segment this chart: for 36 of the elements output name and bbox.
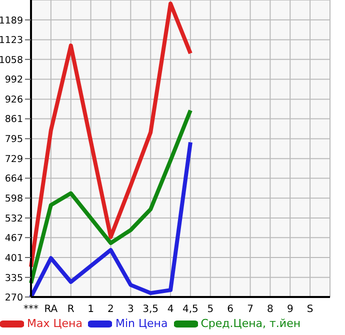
legend-label: Max Цена [26, 317, 82, 330]
x-tick-label: 4,5 [182, 304, 198, 316]
x-tick-label: 8 [267, 304, 274, 316]
y-tick-label: 729 [4, 154, 23, 165]
y-tick-label: 467 [4, 232, 23, 244]
x-tick-label: 9 [286, 304, 294, 316]
y-tick-label: 992 [4, 74, 23, 86]
x-tick-label: RA [44, 304, 58, 316]
legend-label: Min Цена [114, 317, 168, 330]
y-tick-label: 861 [4, 114, 23, 126]
y-tick-label: 270 [4, 292, 23, 304]
line-series [29, 2, 192, 269]
y-tick-label: 664 [4, 174, 23, 185]
legend-label: Сред.Цена, т.йен [200, 317, 301, 330]
y-tick-label: 598 [4, 193, 23, 204]
x-tick-label: 3 [127, 304, 134, 316]
y-tick-label: 795 [4, 134, 23, 146]
y-tick-label: 1123 [0, 35, 23, 46]
y-tick-label: 926 [4, 94, 23, 106]
x-tick-label: 7 [247, 304, 254, 316]
line-series [29, 108, 192, 286]
x-tick-label: R [67, 304, 74, 316]
x-tick-label: 6 [227, 304, 234, 316]
y-tick-label: 335 [4, 272, 23, 284]
x-tick-label: 3,5 [142, 304, 159, 316]
x-tick-label: 1 [88, 304, 94, 316]
x-tick-label: 5 [207, 304, 214, 316]
line-series [29, 140, 192, 297]
y-tick-label: 1058 [0, 54, 23, 66]
y-tick-label: 401 [4, 252, 23, 264]
x-tick-label: *** [24, 304, 38, 316]
y-tick-label: 1189 [0, 15, 23, 26]
x-tick-label: S [306, 304, 314, 316]
x-tick-label: 4 [167, 304, 174, 316]
x-tick-label: 2 [108, 304, 114, 316]
y-tick-label: 532 [4, 213, 23, 224]
